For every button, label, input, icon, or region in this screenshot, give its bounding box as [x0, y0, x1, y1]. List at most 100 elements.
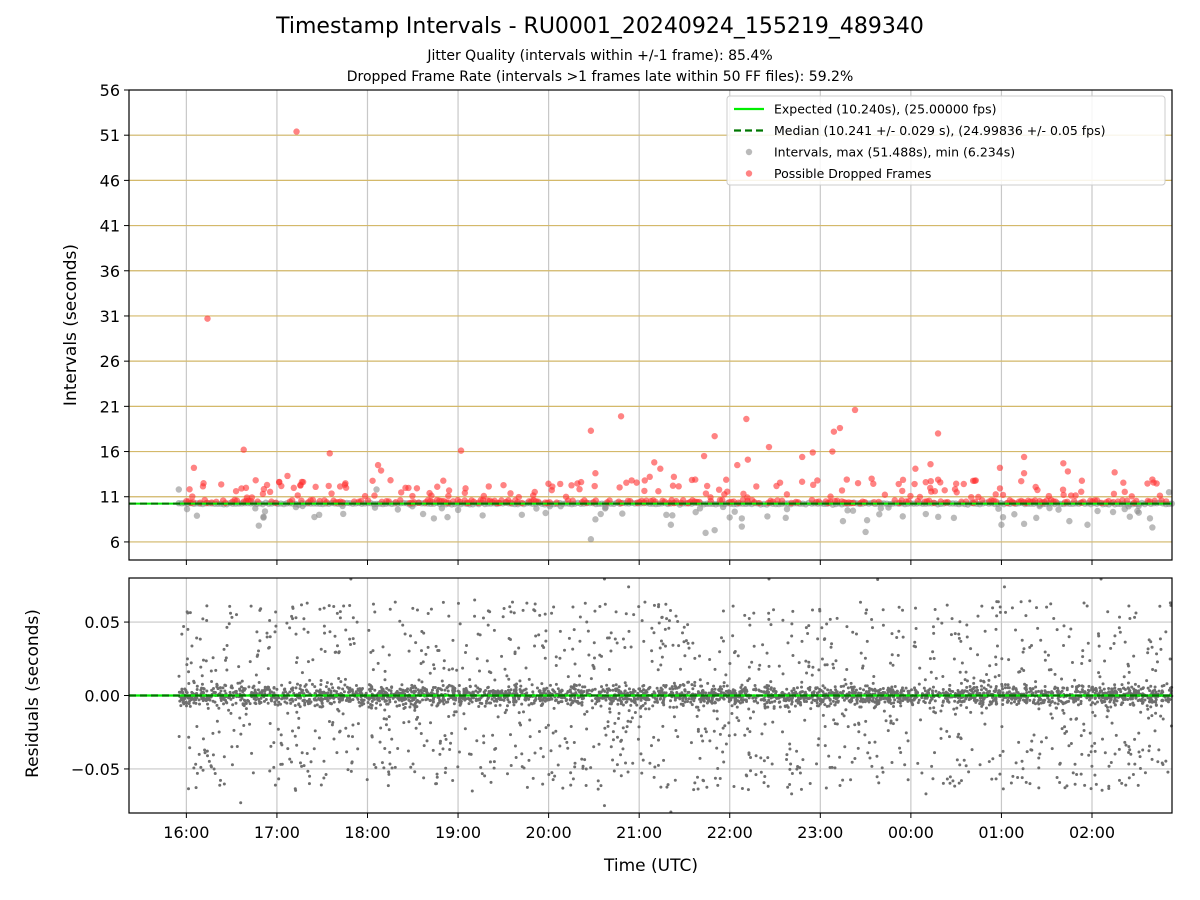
residual-point	[298, 696, 302, 700]
residual-point	[454, 710, 458, 714]
residual-point	[512, 698, 516, 702]
residual-point	[329, 691, 333, 695]
residual-point	[737, 719, 741, 723]
residual-point	[668, 705, 672, 709]
residual-point	[957, 781, 961, 785]
residual-point	[815, 698, 819, 702]
residual-point	[803, 690, 807, 694]
residual-point	[344, 698, 348, 702]
residual-point	[535, 686, 539, 690]
residual-point	[321, 704, 325, 708]
residual-point	[442, 666, 446, 670]
residual-point	[632, 613, 636, 617]
residual-point	[790, 622, 794, 626]
residual-point	[769, 680, 773, 684]
residual-point	[313, 704, 317, 708]
residual-point	[797, 661, 801, 665]
residual-point	[981, 698, 985, 702]
residual-point	[781, 618, 785, 622]
residual-point	[192, 698, 196, 702]
residual-point	[179, 704, 183, 708]
residual-point	[890, 685, 894, 689]
residual-point	[681, 702, 685, 706]
residual-point	[581, 685, 585, 689]
residual-point	[976, 614, 980, 618]
residual-point	[679, 667, 683, 671]
residual-point	[401, 703, 405, 707]
residual-point	[673, 686, 677, 690]
residual-point	[424, 698, 428, 702]
residual-point	[1165, 682, 1169, 686]
residual-point	[747, 696, 751, 700]
residual-point	[1121, 686, 1125, 690]
residual-point	[218, 783, 222, 787]
dropped-frame-point	[798, 453, 806, 461]
residual-point	[330, 723, 334, 727]
residual-point	[433, 685, 437, 689]
residual-point	[548, 697, 552, 701]
residual-point	[769, 686, 773, 690]
residual-point	[348, 696, 352, 700]
residual-point	[877, 691, 881, 695]
residual-point	[728, 697, 732, 701]
residual-point	[803, 700, 807, 704]
residual-point	[1063, 786, 1067, 790]
residual-point	[673, 684, 677, 688]
residual-point	[713, 687, 717, 691]
residual-point	[200, 695, 204, 699]
residual-point	[651, 704, 655, 708]
residual-point	[953, 712, 957, 716]
residual-point	[368, 689, 372, 693]
residual-point	[1166, 700, 1170, 704]
residual-point	[1107, 764, 1111, 768]
residual-point	[611, 758, 615, 762]
dropped-frame-point	[830, 428, 838, 435]
residual-point	[510, 600, 514, 604]
residual-point	[540, 702, 544, 706]
dropped-frame-point	[1018, 477, 1025, 485]
dropped-frame-point	[440, 477, 447, 484]
residual-point	[884, 719, 888, 723]
dropped-frame-point	[377, 467, 385, 474]
residual-point	[1119, 690, 1123, 694]
residual-point	[703, 727, 707, 731]
residual-point	[528, 718, 532, 722]
residual-point	[1069, 741, 1073, 745]
dropped-frame-point	[189, 493, 196, 500]
residual-point	[972, 681, 976, 685]
residual-point	[429, 691, 433, 695]
residual-point	[756, 701, 760, 705]
residual-point	[423, 688, 427, 692]
residual-point	[580, 701, 584, 705]
residual-point	[300, 751, 304, 755]
residual-point	[274, 624, 278, 628]
interval-point	[1165, 489, 1173, 496]
dropped-frame-point	[1020, 470, 1028, 477]
residual-point	[652, 631, 656, 635]
residual-point	[379, 685, 383, 689]
dropped-frame-point	[715, 486, 723, 493]
dropped-frame-point	[999, 491, 1007, 499]
residual-point	[985, 673, 989, 677]
residual-point	[672, 715, 676, 719]
dropped-frame-point	[545, 480, 552, 487]
residual-point	[297, 703, 301, 707]
residual-point	[1145, 704, 1149, 708]
residual-point	[653, 691, 657, 695]
residual-point	[256, 688, 260, 692]
residual-point	[639, 698, 643, 702]
residual-point	[319, 783, 323, 787]
residual-point	[1079, 734, 1083, 738]
residual-point	[1036, 626, 1040, 630]
residual-point	[317, 736, 321, 740]
residual-point	[602, 804, 606, 808]
residual-point	[1087, 689, 1091, 693]
dropped-frame-point	[870, 480, 877, 487]
residual-point	[649, 744, 653, 748]
residual-point	[830, 642, 834, 646]
residual-point	[1075, 773, 1079, 777]
residual-point	[184, 690, 188, 694]
residual-point	[291, 617, 295, 621]
residual-point	[870, 764, 874, 768]
residual-point	[292, 691, 296, 695]
